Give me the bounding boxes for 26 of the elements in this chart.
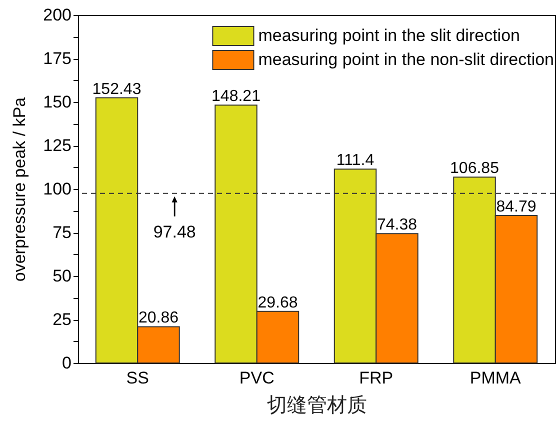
data-label: 29.68: [258, 294, 298, 312]
data-label: 74.38: [376, 216, 418, 234]
legend-label: measuring point in the non-slit direction: [258, 50, 554, 69]
x-tick-label: PVC: [239, 368, 274, 388]
y-tick-label: 175: [43, 49, 72, 68]
data-label: 152.43: [92, 80, 142, 98]
y-axis-title: overpressure peak / kPa: [10, 96, 30, 282]
data-label: 148.21: [212, 88, 261, 106]
y-tick-label: 100: [43, 180, 72, 198]
legend-label: measuring point in the slit direction: [258, 26, 520, 45]
y-tick-label: 0: [62, 354, 72, 372]
data-label: 106.85: [450, 160, 500, 178]
ref-line-label: 97.48: [153, 222, 196, 242]
y-tick-label: 75: [52, 223, 72, 242]
y-tick-label: 125: [43, 136, 72, 155]
y-tick-label: 150: [43, 92, 72, 112]
x-tick-label: PMMA: [470, 368, 522, 388]
y-tick-label: 25: [52, 310, 72, 329]
y-tick-label: 50: [52, 266, 72, 286]
x-axis-title: 切缝管材质: [267, 392, 367, 416]
x-tick-label: FRP: [359, 368, 394, 388]
x-tick-label: SS: [126, 368, 149, 388]
data-label: 111.4: [336, 152, 374, 170]
data-label: 20.86: [138, 310, 179, 327]
y-tick-label: 200: [43, 6, 72, 24]
data-label: 84.79: [496, 198, 536, 216]
